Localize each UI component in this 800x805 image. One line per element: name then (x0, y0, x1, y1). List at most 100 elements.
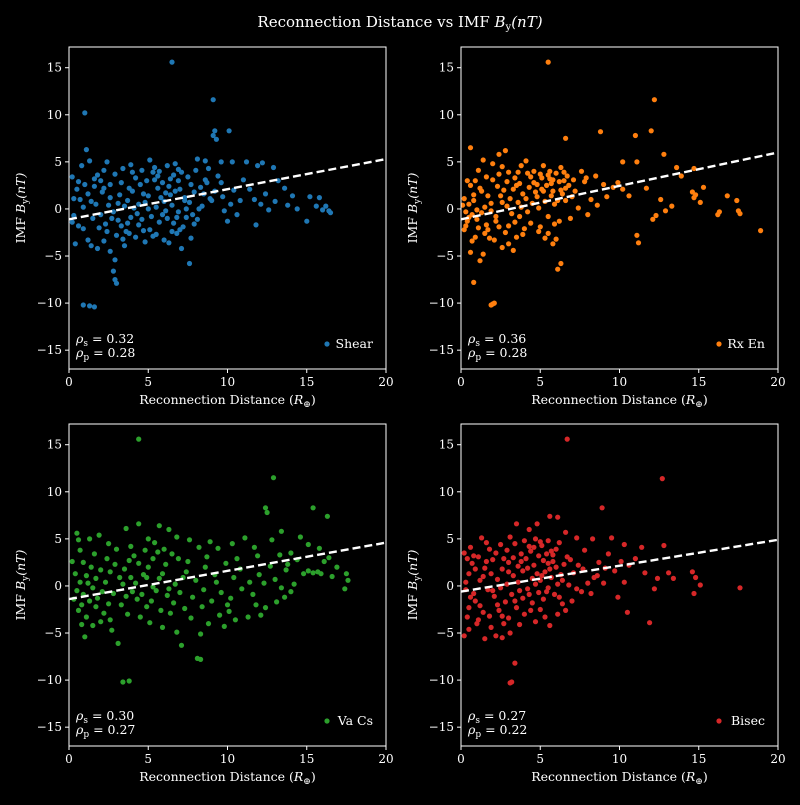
data-point (269, 537, 275, 543)
data-point (234, 556, 240, 562)
data-point (525, 565, 531, 571)
data-point (479, 188, 485, 194)
data-point (609, 535, 615, 541)
data-point (693, 192, 699, 198)
data-point (110, 268, 116, 274)
data-point (261, 580, 267, 586)
y-tick-label: −10 (37, 673, 62, 687)
data-point (482, 204, 488, 210)
data-point (144, 178, 150, 184)
data-point (155, 185, 161, 191)
data-point (469, 560, 475, 566)
data-point (467, 182, 474, 188)
data-point (545, 230, 551, 236)
data-point (648, 128, 654, 134)
data-point (221, 208, 227, 214)
data-point (612, 568, 618, 574)
data-point (555, 611, 561, 617)
data-point (94, 245, 101, 252)
data-point (494, 602, 501, 608)
data-point (102, 579, 109, 585)
data-point (182, 197, 188, 204)
data-point (493, 633, 499, 639)
data-point (231, 574, 237, 581)
data-point (174, 230, 180, 236)
y-tick-label: −15 (37, 343, 62, 357)
data-point (158, 195, 164, 201)
data-point (278, 585, 284, 591)
data-point (561, 178, 567, 184)
data-point (80, 302, 86, 308)
data-point (91, 551, 97, 557)
data-point (471, 553, 477, 559)
data-point (91, 176, 97, 182)
data-point (209, 197, 215, 204)
data-point (210, 97, 216, 103)
data-point (282, 185, 288, 191)
data-point (561, 561, 567, 567)
data-point (529, 600, 535, 606)
data-point (536, 553, 542, 559)
data-point (288, 589, 294, 595)
data-point (523, 196, 529, 202)
data-point (480, 251, 486, 257)
data-point (185, 558, 191, 565)
y-axis-label: IMF By(nT) (13, 549, 31, 620)
data-point (559, 601, 566, 607)
data-point (172, 188, 178, 194)
pearson-annotation: ρp = 0.28 (467, 345, 527, 363)
data-point (537, 539, 543, 545)
x-tick-label: 20 (378, 752, 393, 766)
data-point (510, 186, 516, 192)
data-point (490, 588, 496, 594)
data-point (556, 540, 562, 546)
data-point (548, 548, 554, 554)
data-point (499, 566, 505, 572)
data-point (90, 585, 96, 591)
y-tick-label: 0 (446, 579, 454, 593)
spearman-annotation: ρs = 0.32 (75, 331, 134, 349)
data-point (207, 539, 213, 545)
data-point (517, 213, 523, 220)
data-point (651, 586, 658, 592)
data-point (109, 215, 115, 221)
data-point (218, 589, 224, 596)
data-point (277, 552, 283, 558)
data-point (294, 206, 300, 212)
y-tick-label: 0 (446, 202, 454, 216)
x-tick-label: 10 (612, 375, 627, 389)
panel-3: 0 5 10 15 20 −15 −10 −5 0 5 10 15 Reconnection Dista… (13, 423, 394, 787)
data-point (307, 194, 313, 200)
figure-title: Reconnection Distance vs IMF By(nT) (257, 13, 542, 33)
data-point (488, 624, 494, 631)
data-point (542, 235, 548, 241)
data-point (471, 279, 477, 285)
data-point (120, 581, 126, 587)
data-point (205, 165, 212, 172)
data-point (128, 162, 134, 168)
data-point (198, 656, 204, 663)
data-point (147, 620, 153, 626)
data-point (670, 575, 677, 582)
data-point (270, 164, 277, 171)
y-tick-label: 0 (54, 579, 62, 593)
data-point (563, 607, 569, 614)
data-point (93, 604, 99, 610)
data-point (159, 624, 166, 631)
data-point (544, 182, 550, 188)
data-point (513, 182, 520, 188)
data-point (496, 607, 502, 614)
data-point (501, 187, 507, 193)
data-point (82, 181, 88, 188)
data-point (224, 218, 231, 224)
data-point (547, 566, 553, 572)
data-point (490, 161, 496, 167)
data-point (558, 187, 564, 193)
data-point (461, 196, 467, 202)
data-point (491, 237, 497, 243)
data-point (569, 598, 575, 604)
y-axis-label: IMF By(nT) (405, 549, 423, 620)
data-point (567, 557, 574, 563)
data-point (163, 208, 169, 214)
data-point (545, 59, 551, 65)
